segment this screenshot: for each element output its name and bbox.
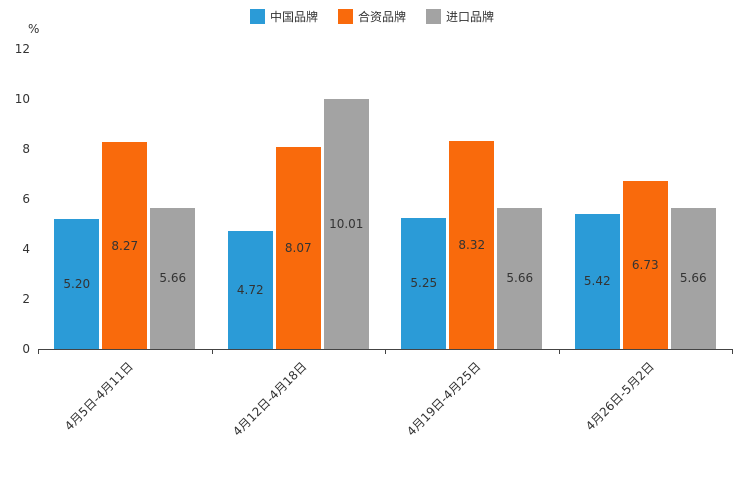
bar-value-label: 5.66 — [679, 271, 707, 286]
x-axis-tick — [385, 349, 386, 354]
y-tick-label: 2 — [22, 292, 30, 306]
x-category-label: 4月26日-5月2日 — [582, 359, 657, 434]
bar-series2-group2: 5.66 — [497, 207, 543, 349]
y-tick-label: 6 — [22, 192, 30, 206]
x-axis-tick — [732, 349, 733, 354]
bar-series1-group0: 8.27 — [102, 142, 148, 349]
bar-series1-group3: 6.73 — [622, 180, 668, 349]
bar-value-label: 5.66 — [159, 271, 187, 286]
bar-value-label: 5.20 — [63, 277, 91, 291]
legend-swatch — [426, 9, 441, 24]
y-tick-label: 10 — [14, 92, 30, 106]
bar-value-label: 8.07 — [284, 241, 312, 256]
bar-series0-group0: 5.20 — [54, 219, 100, 349]
bar-series2-group3: 5.66 — [670, 207, 716, 349]
legend-label: 进口品牌 — [446, 10, 495, 24]
bar-series0-group1: 4.72 — [227, 231, 273, 349]
legend: 中国品牌 合资品牌 进口品牌 — [0, 8, 744, 25]
bar-value-label: 8.27 — [111, 238, 139, 253]
bar-value-label: 5.66 — [506, 271, 534, 286]
bar-series2-group0: 5.66 — [150, 207, 196, 349]
bar-series1-group1: 8.07 — [275, 147, 321, 349]
bar-series0-group2: 5.25 — [401, 217, 447, 349]
x-axis-tick — [558, 349, 560, 354]
bar-value-label: 8.32 — [458, 238, 486, 252]
legend-swatch — [337, 9, 353, 24]
y-tick-label: 8 — [22, 142, 30, 156]
bar-value-label: 4.72 — [236, 283, 264, 297]
y-tick-label: 12 — [14, 42, 30, 56]
y-tick-label: 0 — [22, 342, 30, 356]
bar-value-label: 10.01 — [329, 216, 364, 231]
bar-value-label: 6.73 — [631, 257, 659, 272]
x-axis-tick — [211, 349, 213, 354]
bar-value-label: 5.25 — [410, 276, 438, 291]
x-axis-tick — [38, 349, 39, 354]
bar-series1-group2: 8.32 — [449, 141, 495, 349]
y-tick-label: 4 — [22, 242, 30, 256]
legend-item-0[interactable]: 中国品牌 — [249, 8, 318, 25]
legend-label: 中国品牌 — [269, 10, 318, 24]
y-axis-unit: % — [28, 22, 40, 36]
x-category-label: 4月5日-4月11日 — [62, 359, 137, 434]
bar-value-label: 5.42 — [583, 274, 611, 289]
legend-item-1[interactable]: 合资品牌 — [337, 8, 406, 25]
legend-label: 合资品牌 — [357, 10, 406, 24]
bar-series0-group3: 5.42 — [574, 213, 620, 349]
bar-series2-group1: 10.01 — [323, 98, 369, 349]
legend-item-2[interactable]: 进口品牌 — [426, 8, 494, 25]
x-category-label: 4月12日-4月18日 — [230, 359, 310, 439]
x-category-label: 4月19日-4月25日 — [403, 359, 484, 439]
plot-area: 5.20 8.27 5.66 4.72 8.07 10.01 5.25 8.32 5.66 5.4… — [38, 49, 733, 354]
legend-swatch — [249, 9, 265, 24]
